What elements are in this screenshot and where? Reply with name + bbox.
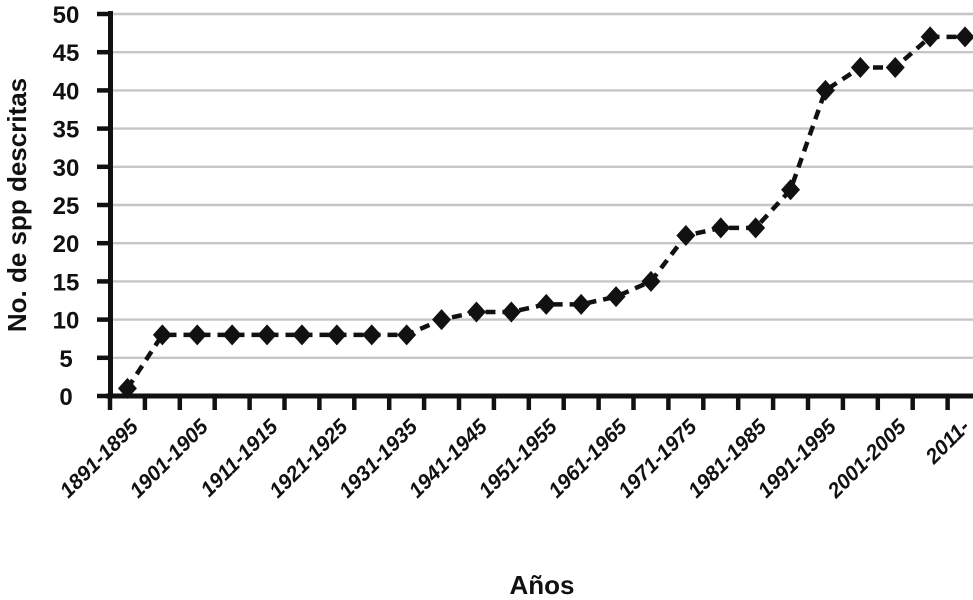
y-tick-label: 40	[53, 78, 80, 105]
y-axis-title: No. de spp descritas	[2, 78, 32, 332]
data-point-marker	[432, 309, 452, 331]
data-series	[117, 26, 973, 399]
y-tick-label: 30	[53, 155, 80, 182]
data-point-marker	[362, 324, 382, 346]
y-tick-label: 20	[53, 231, 80, 258]
data-point-marker	[850, 56, 870, 78]
data-point-marker	[257, 324, 277, 346]
gridlines	[110, 12, 973, 359]
data-point-marker	[536, 293, 556, 315]
data-point-marker	[885, 56, 905, 78]
axis-tick-labels: 051015202530354045501891-18951901-190519…	[53, 2, 973, 503]
data-point-marker	[117, 377, 137, 399]
data-point-marker	[152, 324, 172, 346]
data-point-marker	[292, 324, 312, 346]
data-point-marker	[746, 217, 766, 239]
data-point-marker	[501, 301, 521, 323]
y-tick-label: 50	[53, 2, 80, 29]
y-tick-label: 45	[53, 40, 80, 67]
data-point-marker	[955, 26, 973, 48]
data-point-marker	[920, 26, 940, 48]
y-tick-label: 15	[53, 269, 80, 296]
y-tick-label: 0	[59, 384, 72, 411]
data-point-marker	[711, 217, 731, 239]
y-tick-label: 5	[59, 346, 72, 373]
x-axis-title: Años	[510, 570, 575, 600]
data-point-marker	[187, 324, 207, 346]
data-point-marker	[222, 324, 242, 346]
data-point-marker	[676, 225, 696, 247]
y-tick-label: 25	[53, 193, 80, 220]
data-point-marker	[571, 293, 591, 315]
axis-ticks	[97, 11, 950, 410]
data-point-marker	[781, 179, 801, 201]
data-point-marker	[606, 286, 626, 308]
y-tick-label: 35	[53, 117, 80, 144]
data-point-marker	[641, 270, 661, 292]
x-tick-label: 2011-	[921, 415, 973, 469]
data-point-marker	[327, 324, 347, 346]
data-point-marker	[466, 301, 486, 323]
data-point-marker	[397, 324, 417, 346]
data-point-marker	[815, 79, 835, 101]
y-tick-label: 10	[53, 308, 80, 335]
